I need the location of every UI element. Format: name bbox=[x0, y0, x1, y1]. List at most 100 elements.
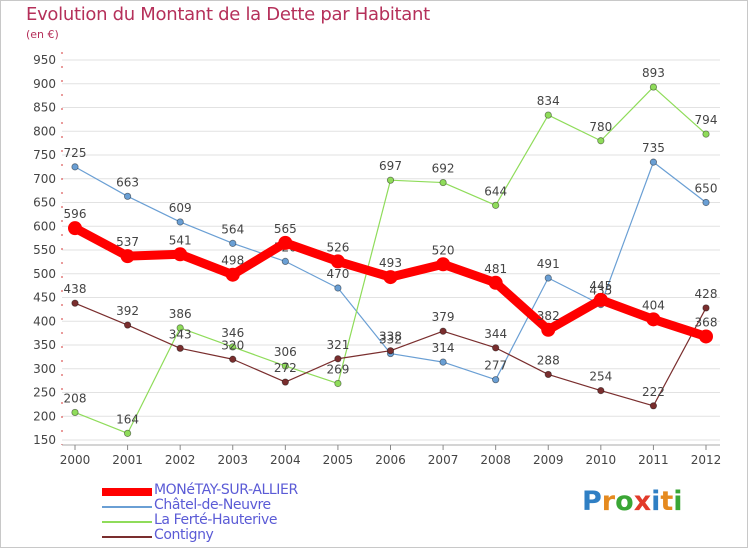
data-label: 254 bbox=[589, 370, 612, 384]
data-point bbox=[593, 292, 608, 307]
data-point bbox=[176, 218, 184, 226]
data-point bbox=[544, 370, 552, 379]
data-point bbox=[646, 312, 661, 327]
data-label: 481 bbox=[484, 262, 507, 276]
data-point bbox=[229, 343, 237, 351]
x-tick-label: 2005 bbox=[323, 453, 354, 467]
y-tick-label: 450 bbox=[33, 291, 56, 305]
y-tick-label: 550 bbox=[33, 243, 56, 257]
data-point bbox=[173, 247, 188, 262]
y-tick-label: 700 bbox=[33, 172, 56, 186]
data-label: 306 bbox=[274, 345, 297, 359]
data-label: 692 bbox=[432, 162, 455, 176]
data-label: 794 bbox=[695, 113, 718, 127]
y-tick-label: 500 bbox=[33, 267, 56, 281]
data-label: 697 bbox=[379, 159, 402, 173]
data-label: 735 bbox=[642, 141, 665, 155]
legend-label: Châtel-de-Neuvre bbox=[154, 497, 271, 513]
data-label: 338 bbox=[379, 330, 402, 344]
data-point bbox=[71, 163, 79, 171]
data-point bbox=[176, 324, 184, 332]
data-point bbox=[281, 378, 289, 386]
y-tick-label: 150 bbox=[33, 433, 56, 447]
data-point bbox=[544, 274, 552, 282]
data-point bbox=[488, 275, 503, 290]
data-point bbox=[334, 284, 342, 292]
chart-unit-label: (en €) bbox=[26, 28, 59, 41]
data-label: 445 bbox=[589, 279, 612, 293]
y-tick-label: 650 bbox=[33, 196, 56, 210]
data-label: 269 bbox=[326, 362, 349, 376]
data-label: 379 bbox=[432, 310, 455, 324]
data-label: 834 bbox=[537, 94, 560, 108]
data-point bbox=[383, 270, 398, 285]
data-label: 320 bbox=[221, 338, 244, 352]
x-tick-label: 2012 bbox=[691, 453, 722, 467]
data-label: 725 bbox=[64, 146, 87, 160]
y-tick-label: 750 bbox=[33, 148, 56, 162]
legend-label: MONéTAY-SUR-ALLIER bbox=[154, 482, 298, 498]
data-label: 386 bbox=[169, 307, 192, 321]
data-label: 314 bbox=[432, 341, 455, 355]
y-tick-label: 400 bbox=[33, 314, 56, 328]
data-label: 526 bbox=[326, 240, 349, 254]
data-label: 392 bbox=[116, 304, 139, 318]
legend-swatch bbox=[102, 506, 152, 508]
data-point bbox=[71, 299, 79, 307]
y-tick-label: 200 bbox=[33, 409, 56, 423]
legend-label: Contigny bbox=[154, 527, 214, 543]
data-label: 650 bbox=[695, 182, 718, 196]
data-point bbox=[120, 249, 135, 264]
x-tick-label: 2002 bbox=[165, 453, 196, 467]
chart-title: Evolution du Montant de la Dette par Hab… bbox=[26, 4, 430, 25]
data-label: 520 bbox=[432, 243, 455, 257]
x-tick-label: 2010 bbox=[586, 453, 617, 467]
data-label: 382 bbox=[537, 309, 560, 323]
x-tick-label: 2003 bbox=[217, 453, 248, 467]
data-label: 596 bbox=[64, 207, 87, 221]
data-point bbox=[597, 386, 605, 395]
x-tick-label: 2004 bbox=[270, 453, 301, 467]
data-label: 164 bbox=[116, 412, 139, 426]
data-point bbox=[492, 201, 500, 209]
data-label: 780 bbox=[589, 120, 612, 134]
data-point bbox=[225, 267, 240, 282]
data-point bbox=[597, 137, 605, 145]
data-label: 564 bbox=[221, 222, 244, 236]
data-label: 428 bbox=[695, 287, 718, 301]
data-label: 272 bbox=[274, 361, 297, 375]
data-label: 404 bbox=[642, 298, 665, 312]
data-label: 498 bbox=[221, 254, 244, 268]
data-point bbox=[699, 329, 713, 344]
data-label: 491 bbox=[537, 257, 560, 271]
data-label: 537 bbox=[116, 235, 139, 249]
data-point bbox=[544, 111, 552, 119]
data-point bbox=[492, 344, 500, 352]
data-label: 344 bbox=[484, 327, 507, 341]
data-point bbox=[123, 192, 132, 200]
data-label: 541 bbox=[169, 233, 192, 247]
data-point bbox=[334, 355, 342, 363]
data-point bbox=[281, 257, 289, 265]
y-tick-label: 600 bbox=[33, 219, 56, 233]
data-label: 663 bbox=[116, 175, 139, 189]
data-point bbox=[649, 402, 658, 410]
y-tick-label: 350 bbox=[33, 338, 56, 352]
x-tick-label: 2007 bbox=[428, 453, 459, 467]
y-tick-label: 300 bbox=[33, 362, 56, 376]
data-label: 493 bbox=[379, 256, 402, 270]
data-point bbox=[702, 130, 710, 138]
data-label: 644 bbox=[484, 184, 507, 198]
data-point bbox=[123, 321, 132, 329]
data-point bbox=[439, 178, 447, 187]
data-point bbox=[278, 235, 293, 250]
data-label: 438 bbox=[64, 282, 87, 296]
data-point bbox=[649, 83, 658, 91]
y-tick-label: 250 bbox=[33, 386, 56, 400]
data-point bbox=[439, 358, 447, 366]
data-label: 288 bbox=[537, 353, 560, 367]
data-point bbox=[281, 362, 289, 370]
legend-swatch bbox=[102, 521, 152, 523]
data-point bbox=[386, 347, 395, 355]
